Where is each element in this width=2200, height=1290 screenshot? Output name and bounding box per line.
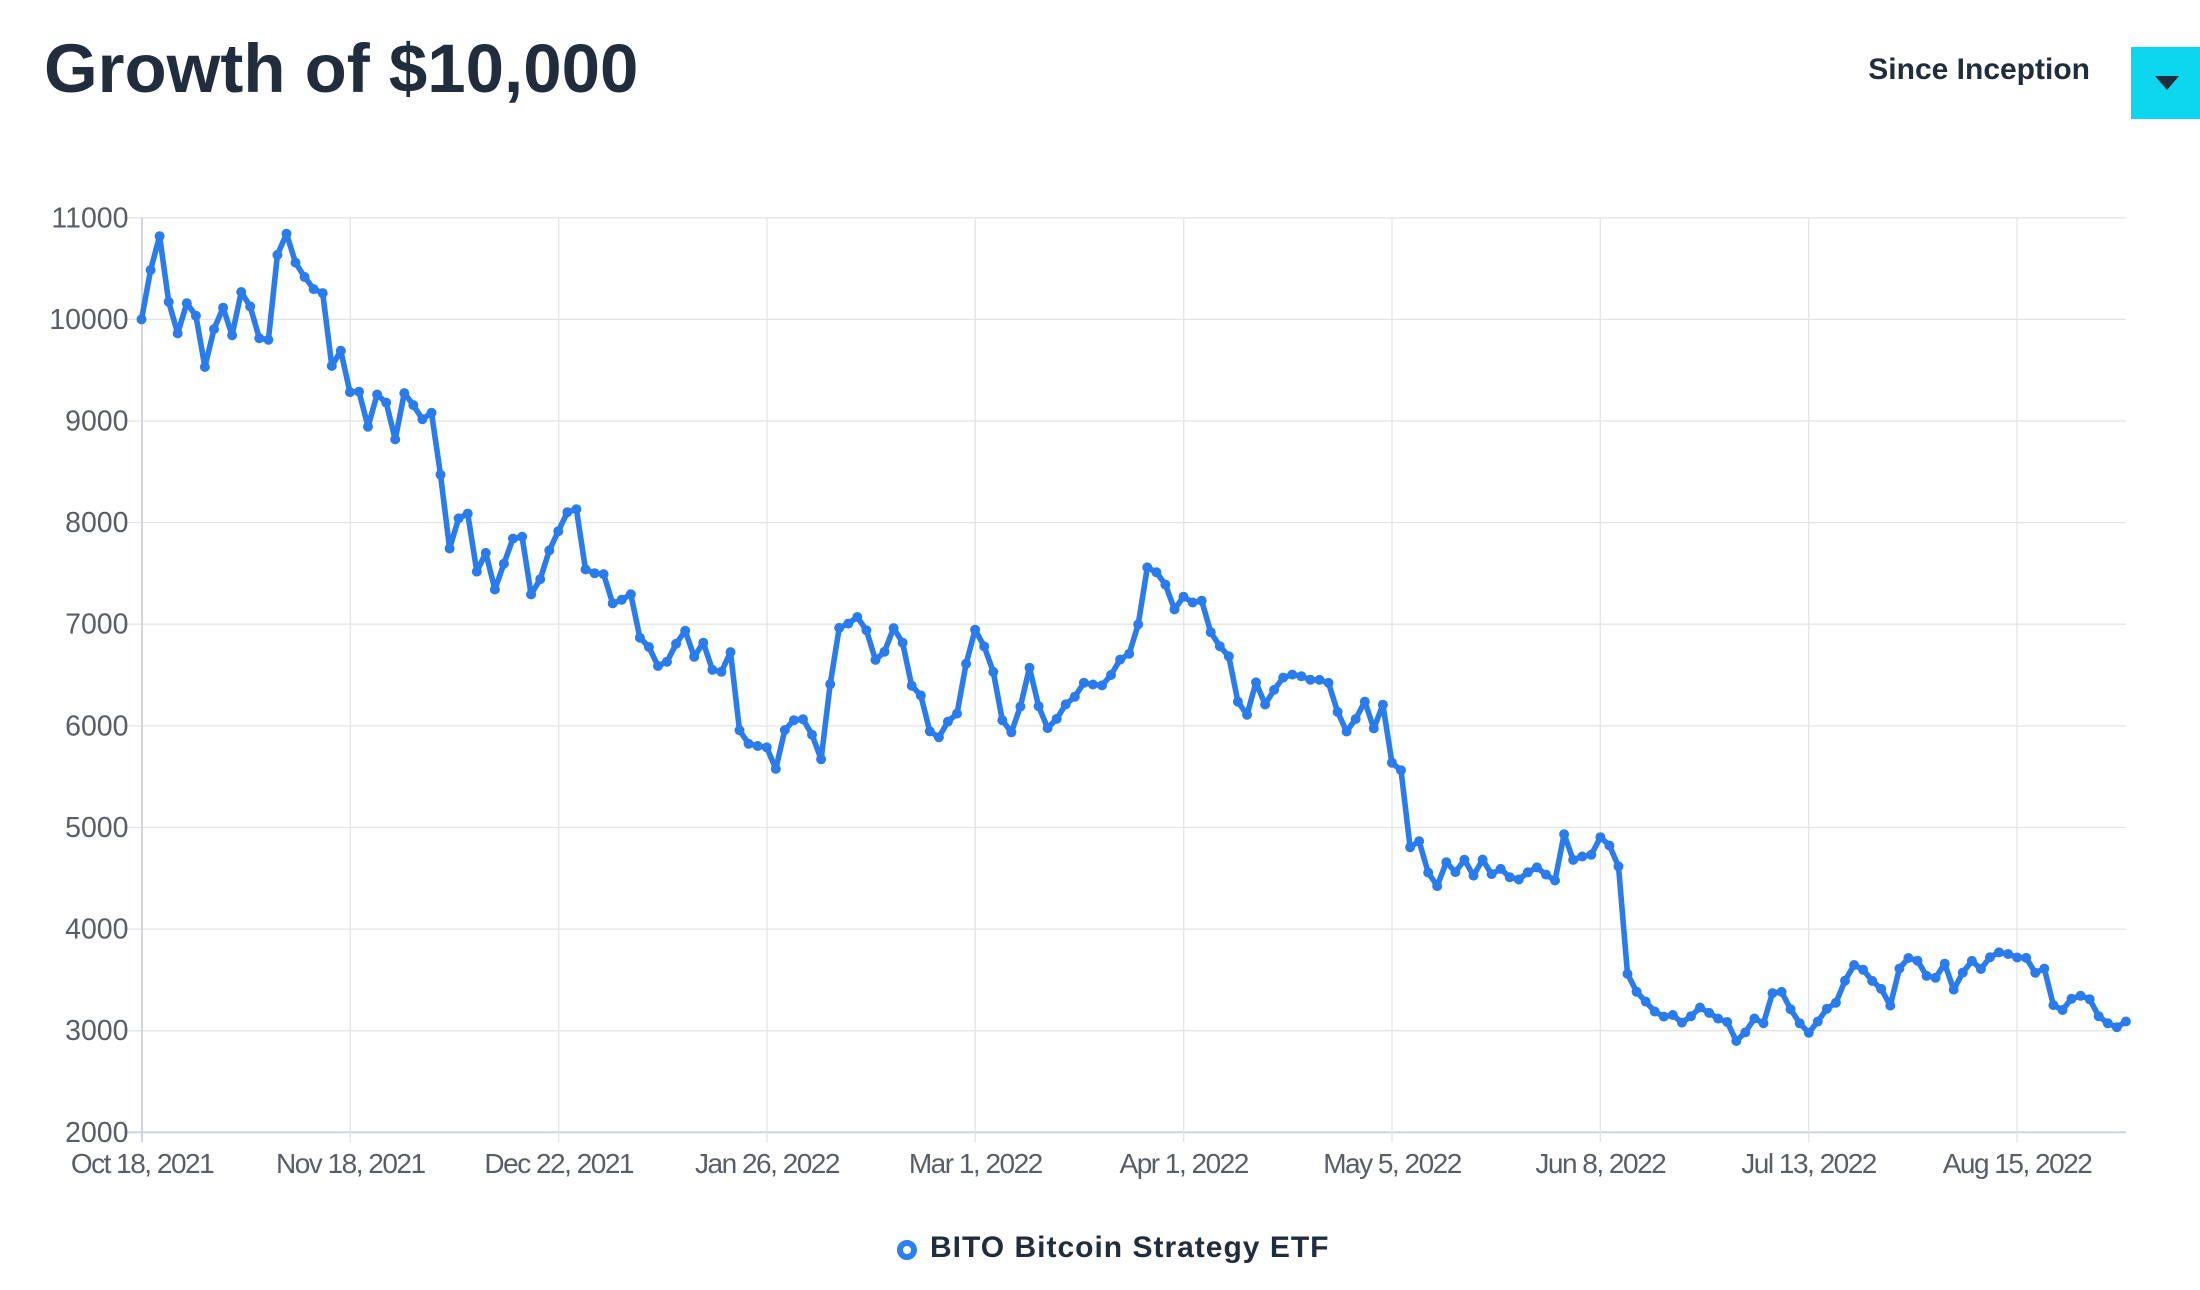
svg-text:7000: 7000 bbox=[65, 609, 128, 641]
svg-text:Dec 22, 2021: Dec 22, 2021 bbox=[484, 1148, 633, 1179]
svg-text:Jun 8, 2022: Jun 8, 2022 bbox=[1535, 1148, 1666, 1179]
svg-text:4000: 4000 bbox=[65, 914, 128, 946]
svg-text:3000: 3000 bbox=[65, 1015, 128, 1047]
svg-text:9000: 9000 bbox=[65, 406, 128, 438]
svg-text:5000: 5000 bbox=[65, 812, 128, 844]
svg-text:6000: 6000 bbox=[65, 710, 128, 742]
svg-text:8000: 8000 bbox=[65, 507, 128, 539]
svg-text:11000: 11000 bbox=[51, 202, 128, 234]
svg-text:May 5, 2022: May 5, 2022 bbox=[1323, 1148, 1462, 1179]
svg-text:2000: 2000 bbox=[65, 1117, 128, 1149]
svg-text:Nov 18, 2021: Nov 18, 2021 bbox=[276, 1148, 425, 1179]
svg-text:Jul 13, 2022: Jul 13, 2022 bbox=[1741, 1148, 1876, 1179]
svg-text:Mar 1, 2022: Mar 1, 2022 bbox=[909, 1148, 1043, 1179]
svg-text:Jan 26, 2022: Jan 26, 2022 bbox=[695, 1148, 840, 1179]
svg-text:Aug 15, 2022: Aug 15, 2022 bbox=[1943, 1148, 2093, 1179]
svg-text:Oct 18, 2021: Oct 18, 2021 bbox=[71, 1148, 214, 1179]
svg-text:Apr 1, 2022: Apr 1, 2022 bbox=[1120, 1148, 1249, 1179]
svg-text:10000: 10000 bbox=[49, 304, 128, 336]
